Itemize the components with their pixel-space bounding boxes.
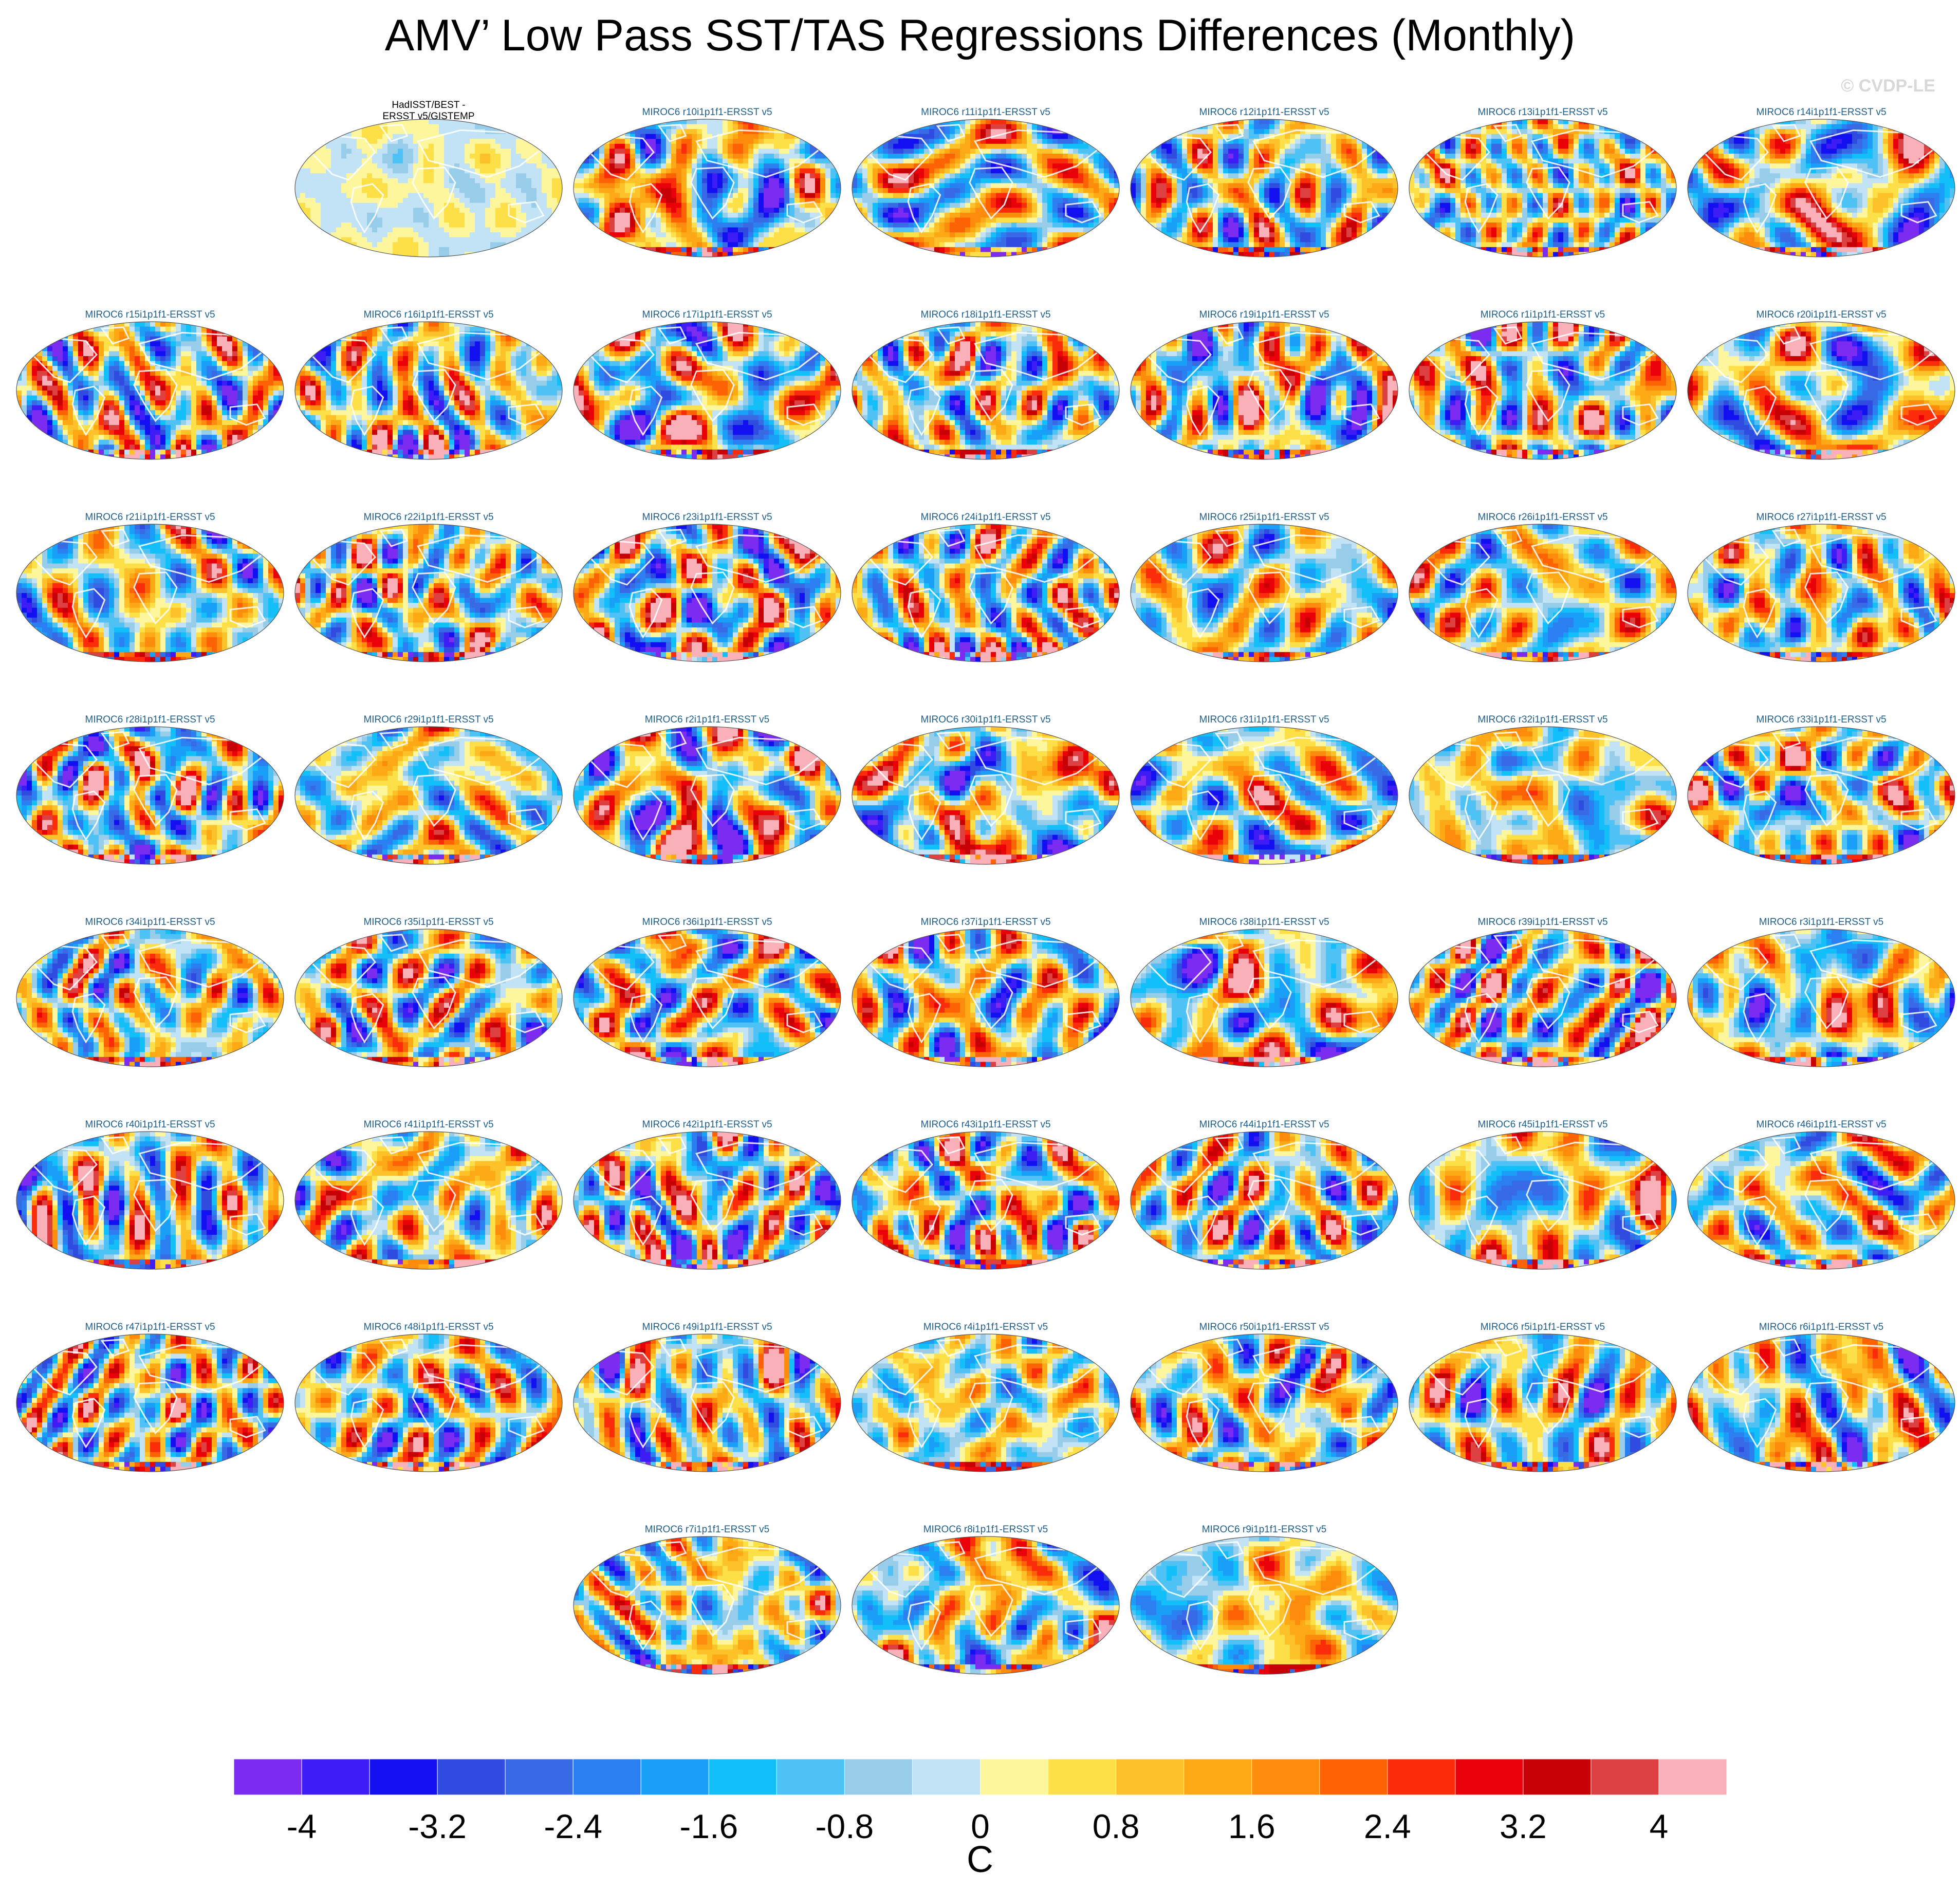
colorbar-swatch bbox=[1320, 1759, 1388, 1795]
colorbar-swatch bbox=[1523, 1759, 1591, 1795]
colorbar-swatch bbox=[234, 1759, 302, 1795]
colorbar-swatch bbox=[369, 1759, 437, 1795]
colorbar-swatch bbox=[1659, 1759, 1727, 1795]
colorbar-swatch bbox=[437, 1759, 505, 1795]
colorbar-swatch bbox=[1591, 1759, 1659, 1795]
colorbar-swatch bbox=[1184, 1759, 1252, 1795]
colorbar-swatch bbox=[1388, 1759, 1455, 1795]
colorbar-swatch bbox=[302, 1759, 369, 1795]
colorbar-swatch bbox=[981, 1759, 1048, 1795]
colorbar-swatch bbox=[1116, 1759, 1184, 1795]
colorbar-swatch bbox=[505, 1759, 573, 1795]
colorbar-swatch bbox=[1252, 1759, 1320, 1795]
colorbar-swatch bbox=[844, 1759, 912, 1795]
colorbar-swatch bbox=[1048, 1759, 1116, 1795]
colorbar-units-label: C bbox=[0, 1839, 1960, 1881]
colorbar-swatch bbox=[912, 1759, 980, 1795]
colorbar-swatch bbox=[776, 1759, 844, 1795]
colorbar-swatch bbox=[709, 1759, 776, 1795]
colorbar-swatch bbox=[641, 1759, 709, 1795]
colorbar-swatch bbox=[1455, 1759, 1523, 1795]
colorbar-swatch bbox=[573, 1759, 641, 1795]
